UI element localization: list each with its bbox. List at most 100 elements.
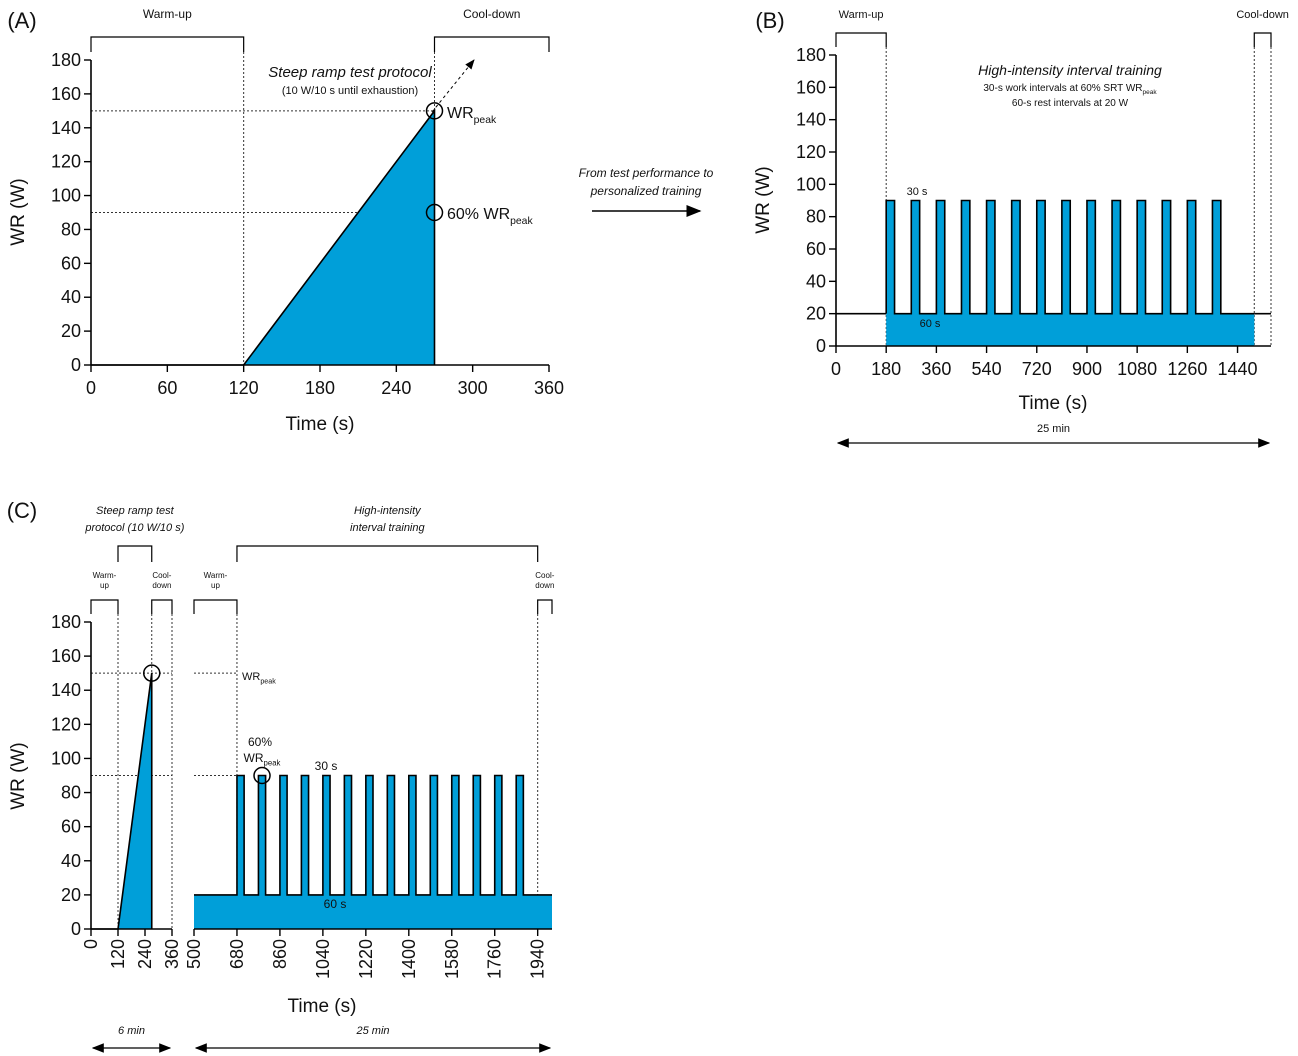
ramp-arrow: [431, 59, 475, 113]
y-tick-label: 100: [51, 748, 81, 768]
note-subscript: peak: [264, 759, 281, 768]
note-text: 60 s: [920, 318, 941, 330]
bracket-label: Warm-: [93, 571, 117, 580]
bracket: [117, 545, 153, 562]
x-tick-label: 60: [157, 378, 177, 398]
note: 60%: [248, 735, 272, 749]
bracket-label: Cool-down: [1236, 9, 1289, 21]
chart-panel: 0 20 40 60 80 100 120 140 160 180 0 180 360 540 720 900…: [753, 8, 1289, 448]
x-tick-label: 240: [381, 378, 411, 398]
y-tick-label: 20: [61, 321, 81, 341]
marker: [253, 766, 271, 785]
y-tick-label: 80: [806, 207, 826, 227]
span-label: 25 min: [355, 1025, 389, 1037]
x-tick-label: 900: [1072, 359, 1102, 379]
bracket: [835, 32, 887, 47]
note: High-intensity interval training: [978, 62, 1162, 78]
y-tick-label: 160: [796, 77, 826, 97]
note-text: WR: [447, 105, 474, 122]
x-tick-label: 1220: [356, 939, 376, 979]
marker: [143, 664, 161, 682]
area: [91, 110, 435, 365]
y-tick-label: 140: [51, 680, 81, 700]
x-tick-label: 0: [86, 378, 96, 398]
note: Steep ramp test protocol: [268, 64, 432, 81]
note: WRpeak: [447, 105, 497, 126]
x-tick-label: 1580: [442, 939, 462, 979]
y-tick-label: 40: [61, 851, 81, 871]
note-text: 30-s work intervals at 60% SRT WR: [983, 83, 1142, 94]
bracket: [193, 599, 238, 614]
note-subscript: peak: [260, 677, 276, 685]
x-tick-label: 680: [227, 939, 247, 969]
note: 30-s work intervals at 60% SRT WRpeak: [983, 83, 1157, 96]
y-tick-label: 100: [51, 186, 81, 206]
line: [194, 774, 552, 896]
note-text: WR: [242, 671, 260, 683]
bracket: [151, 599, 173, 614]
x-tick-label: 240: [135, 939, 155, 969]
chart-panel: 500 680 860 1040 1220 1400 1580 1760 1940 Time (s…: [184, 505, 555, 1053]
bracket-label: High-intensity: [354, 505, 422, 517]
y-tick-label: 140: [51, 118, 81, 138]
panel-label: (B): [755, 8, 784, 33]
y-axis-label: WR (W): [8, 178, 29, 246]
note-subscript: peak: [474, 115, 497, 126]
x-axis-label: Time (s): [288, 996, 357, 1017]
x-tick-label: 1760: [485, 939, 505, 979]
y-tick-label: 180: [51, 50, 81, 70]
y-tick-label: 60: [61, 253, 81, 273]
note-text: 30 s: [907, 186, 928, 198]
y-tick-label: 120: [51, 714, 81, 734]
note-text: 60%: [248, 735, 272, 749]
x-tick-label: 1040: [313, 939, 333, 979]
x-tick-label: 540: [972, 359, 1002, 379]
line: [885, 199, 1255, 315]
bracket-label: Steep ramp test: [96, 505, 175, 517]
y-tick-label: 40: [806, 271, 826, 291]
note-text: WR: [244, 751, 264, 765]
panel-label: (A): [7, 8, 36, 33]
transition-text: From test performance to: [579, 166, 714, 180]
area: [91, 673, 152, 929]
y-tick-label: 20: [806, 304, 826, 324]
x-tick-label: 300: [458, 378, 488, 398]
note-subscript: peak: [1143, 89, 1158, 96]
x-tick-label: 500: [184, 939, 204, 969]
note: 60% WRpeak: [447, 206, 533, 227]
bracket-label: Warm-up: [839, 9, 884, 21]
y-tick-label: 160: [51, 84, 81, 104]
x-tick-label: 360: [162, 939, 182, 969]
y-tick-label: 40: [61, 287, 81, 307]
x-tick-label: 120: [108, 939, 128, 969]
x-tick-label: 860: [270, 939, 290, 969]
y-tick-label: 0: [816, 336, 826, 356]
y-axis-label: WR (W): [8, 742, 29, 810]
span-label: 6 min: [118, 1025, 145, 1037]
y-tick-label: 180: [51, 612, 81, 632]
x-tick-label: 120: [229, 378, 259, 398]
y-axis-label: WR (W): [753, 166, 774, 234]
bracket: [236, 545, 539, 562]
note: WRpeak: [244, 751, 281, 768]
note: 30 s: [907, 186, 928, 198]
bracket-label: Cool-: [152, 571, 171, 580]
bracket: [90, 599, 119, 614]
y-tick-label: 60: [806, 239, 826, 259]
x-tick-label: 0: [831, 359, 841, 379]
transition-text: personalized training: [590, 184, 702, 198]
note-text: 60% WR: [447, 206, 510, 223]
y-tick-label: 120: [796, 142, 826, 162]
note-text: Steep ramp test protocol: [268, 64, 432, 81]
x-tick-label: 1400: [399, 939, 419, 979]
x-tick-label: 0: [81, 939, 101, 949]
note-subscript: peak: [510, 216, 533, 227]
bracket-label: interval training: [350, 522, 425, 534]
x-axis-label: Time (s): [286, 414, 355, 435]
bracket-label: protocol (10 W/10 s): [84, 522, 184, 534]
note: 30 s: [315, 759, 338, 773]
x-axis-label: Time (s): [1019, 393, 1088, 414]
x-tick-label: 1080: [1117, 359, 1157, 379]
note-text: 30 s: [315, 759, 338, 773]
